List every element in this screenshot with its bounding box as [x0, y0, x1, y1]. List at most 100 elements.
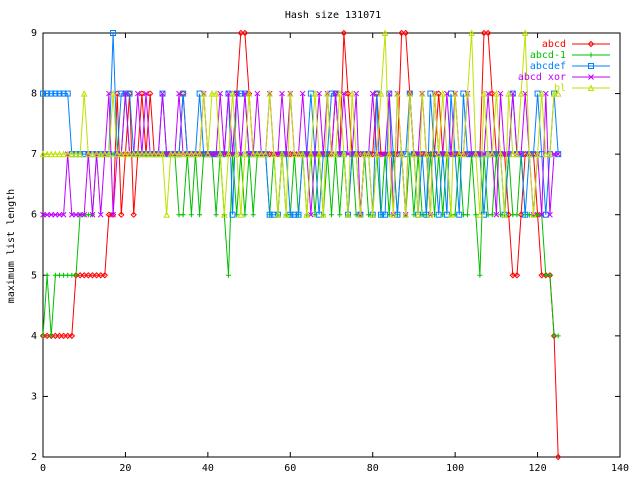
data-point	[188, 150, 195, 158]
data-point	[159, 150, 166, 158]
data-point	[509, 150, 517, 158]
data-point	[188, 212, 194, 218]
data-point	[77, 211, 83, 218]
data-point	[138, 150, 146, 158]
data-point	[93, 150, 100, 158]
data-point	[89, 150, 96, 158]
plot-frame	[42, 32, 621, 458]
y-tick-label: 9	[31, 28, 37, 39]
data-point	[307, 150, 315, 158]
data-point	[72, 150, 80, 158]
data-point	[221, 211, 228, 218]
data-point	[142, 150, 150, 158]
data-point	[514, 212, 520, 218]
data-point	[344, 211, 352, 218]
y-tick-label: 5	[31, 270, 37, 281]
data-point	[39, 150, 47, 158]
x-tick-label: 120	[529, 463, 547, 474]
data-point	[547, 272, 553, 278]
data-point	[183, 150, 191, 158]
data-point	[286, 89, 294, 97]
data-point	[101, 272, 109, 279]
data-point	[212, 89, 220, 97]
data-point	[464, 89, 471, 97]
data-point	[505, 89, 513, 97]
data-point	[245, 89, 253, 97]
data-point	[237, 211, 245, 218]
data-point	[40, 90, 46, 97]
data-point	[365, 150, 372, 158]
data-point	[60, 150, 67, 158]
data-point	[513, 150, 521, 158]
data-point	[237, 90, 244, 97]
data-point	[291, 150, 298, 158]
legend-marker	[587, 84, 595, 91]
data-point	[357, 211, 364, 218]
data-point	[80, 89, 88, 97]
data-point	[213, 212, 219, 218]
data-point	[130, 150, 137, 158]
data-point	[159, 90, 166, 97]
data-point	[534, 150, 541, 158]
data-point	[167, 150, 175, 158]
data-point	[443, 150, 451, 158]
data-point	[299, 90, 306, 97]
data-point	[229, 89, 236, 97]
data-point	[44, 90, 51, 97]
data-point	[542, 211, 549, 218]
data-point	[73, 211, 79, 218]
data-point	[109, 211, 117, 218]
data-point	[60, 90, 67, 97]
y-tick-label: 2	[31, 452, 37, 463]
data-point	[229, 211, 236, 218]
data-point	[118, 211, 125, 218]
data-point	[554, 453, 562, 461]
data-point	[241, 29, 249, 37]
data-point	[493, 89, 500, 97]
data-point	[56, 332, 63, 340]
data-point	[130, 211, 137, 218]
data-point	[431, 89, 438, 97]
legend-marker	[587, 40, 595, 48]
data-point	[439, 89, 447, 97]
data-point	[319, 211, 327, 218]
data-point	[97, 211, 104, 218]
data-point	[97, 150, 105, 158]
data-point	[398, 29, 405, 37]
data-point	[435, 90, 442, 97]
data-point	[204, 150, 212, 158]
data-point	[460, 150, 467, 158]
y-tick-label: 6	[31, 210, 37, 221]
data-point	[113, 150, 121, 158]
data-point	[73, 272, 79, 278]
x-tick-label: 40	[202, 463, 214, 474]
data-point	[52, 332, 59, 340]
data-point	[254, 90, 261, 97]
y-tick-label: 7	[31, 149, 37, 160]
data-point	[484, 29, 492, 37]
data-point	[538, 211, 545, 218]
data-point	[40, 333, 46, 339]
data-point	[155, 150, 162, 158]
data-point	[530, 211, 537, 218]
data-point	[422, 150, 430, 158]
data-point	[352, 150, 360, 158]
data-point	[488, 150, 496, 158]
data-point	[242, 212, 248, 218]
data-point	[52, 150, 59, 158]
data-point	[480, 89, 488, 97]
y-tick-label: 8	[31, 89, 37, 100]
data-point	[390, 211, 397, 218]
data-point	[542, 150, 550, 158]
data-point	[44, 211, 50, 218]
data-point	[105, 211, 113, 218]
legend-label: abcd	[542, 39, 566, 50]
data-point	[435, 150, 442, 158]
data-point	[60, 332, 67, 340]
data-point	[179, 150, 187, 158]
data-point	[52, 211, 59, 218]
data-point	[295, 150, 302, 158]
data-point	[110, 211, 116, 218]
data-point	[501, 211, 508, 218]
data-point	[382, 211, 389, 218]
